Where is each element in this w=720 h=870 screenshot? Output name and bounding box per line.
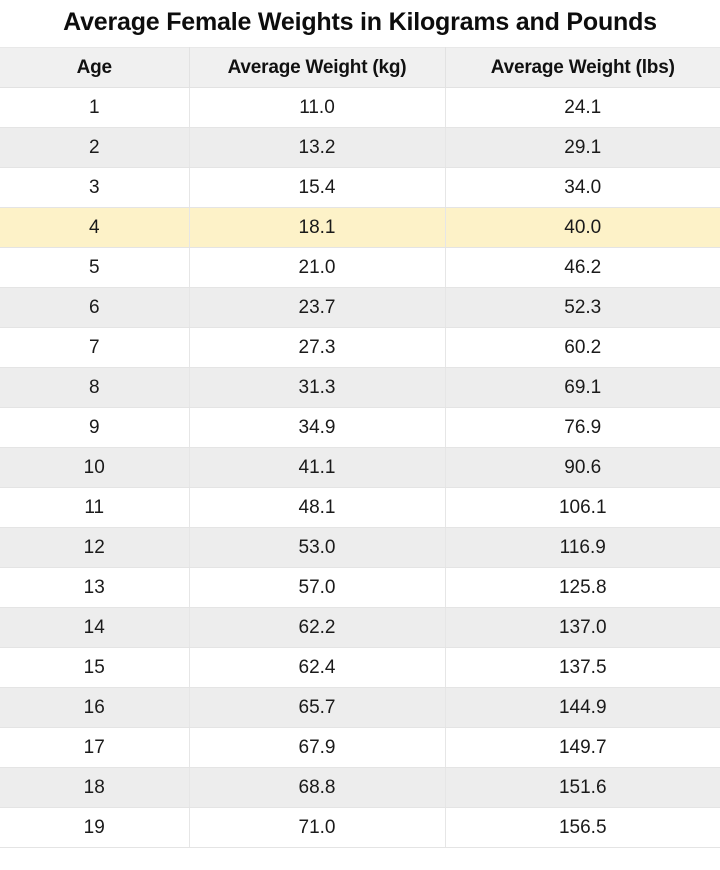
cell-age: 14 <box>0 607 190 648</box>
cell-weight-lbs: 40.0 <box>445 207 720 248</box>
cell-age: 12 <box>0 527 190 568</box>
cell-age: 13 <box>0 567 190 608</box>
table-body: 1 11.0 24.1 2 13.2 29.1 3 15.4 34.0 4 18.1 40.0 5 21.… <box>0 87 720 848</box>
cell-age: 11 <box>0 487 190 528</box>
table-row[interactable]: 9 34.9 76.9 <box>0 407 720 448</box>
table-row[interactable]: 1 11.0 24.1 <box>0 87 720 128</box>
table-row[interactable]: 5 21.0 46.2 <box>0 247 720 288</box>
cell-age: 16 <box>0 687 190 728</box>
cell-weight-kg: 27.3 <box>189 327 446 368</box>
cell-weight-lbs: 24.1 <box>445 87 720 128</box>
cell-age: 5 <box>0 247 190 288</box>
table-row[interactable]: 12 53.0 116.9 <box>0 527 720 568</box>
cell-age: 19 <box>0 807 190 848</box>
cell-weight-lbs: 144.9 <box>445 687 720 728</box>
cell-age: 8 <box>0 367 190 408</box>
cell-age: 7 <box>0 327 190 368</box>
table-header-row: Age Average Weight (kg) Average Weight (… <box>0 47 720 88</box>
cell-weight-kg: 67.9 <box>189 727 446 768</box>
table-row[interactable]: 10 41.1 90.6 <box>0 447 720 488</box>
cell-weight-kg: 65.7 <box>189 687 446 728</box>
cell-age: 9 <box>0 407 190 448</box>
cell-weight-lbs: 76.9 <box>445 407 720 448</box>
cell-age: 6 <box>0 287 190 328</box>
page-title: Average Female Weights in Kilograms and … <box>0 0 720 47</box>
table-row[interactable]: 3 15.4 34.0 <box>0 167 720 208</box>
cell-weight-kg: 71.0 <box>189 807 446 848</box>
cell-weight-lbs: 60.2 <box>445 327 720 368</box>
cell-weight-kg: 34.9 <box>189 407 446 448</box>
cell-age: 1 <box>0 87 190 128</box>
cell-age: 2 <box>0 127 190 168</box>
cell-weight-kg: 48.1 <box>189 487 446 528</box>
cell-weight-lbs: 156.5 <box>445 807 720 848</box>
cell-age: 3 <box>0 167 190 208</box>
cell-weight-kg: 11.0 <box>189 87 446 128</box>
cell-weight-kg: 15.4 <box>189 167 446 208</box>
cell-weight-kg: 68.8 <box>189 767 446 808</box>
cell-weight-kg: 13.2 <box>189 127 446 168</box>
column-header-weight-lbs[interactable]: Average Weight (lbs) <box>445 47 720 88</box>
cell-weight-kg: 53.0 <box>189 527 446 568</box>
table-row[interactable]: 6 23.7 52.3 <box>0 287 720 328</box>
cell-weight-lbs: 151.6 <box>445 767 720 808</box>
table-header: Age Average Weight (kg) Average Weight (… <box>0 47 720 88</box>
table-row[interactable]: 15 62.4 137.5 <box>0 647 720 688</box>
cell-weight-lbs: 52.3 <box>445 287 720 328</box>
female-weights-table: Age Average Weight (kg) Average Weight (… <box>0 47 720 848</box>
table-row[interactable]: 18 68.8 151.6 <box>0 767 720 808</box>
table-row[interactable]: 14 62.2 137.0 <box>0 607 720 648</box>
cell-weight-kg: 21.0 <box>189 247 446 288</box>
cell-age: 4 <box>0 207 190 248</box>
column-header-weight-kg[interactable]: Average Weight (kg) <box>189 47 446 88</box>
cell-weight-lbs: 29.1 <box>445 127 720 168</box>
table-row[interactable]: 19 71.0 156.5 <box>0 807 720 848</box>
cell-age: 15 <box>0 647 190 688</box>
cell-weight-kg: 57.0 <box>189 567 446 608</box>
cell-weight-lbs: 69.1 <box>445 367 720 408</box>
table-row[interactable]: 4 18.1 40.0 <box>0 207 720 248</box>
cell-weight-lbs: 46.2 <box>445 247 720 288</box>
cell-weight-lbs: 34.0 <box>445 167 720 208</box>
table-row[interactable]: 16 65.7 144.9 <box>0 687 720 728</box>
table-row[interactable]: 11 48.1 106.1 <box>0 487 720 528</box>
cell-weight-lbs: 116.9 <box>445 527 720 568</box>
cell-weight-lbs: 106.1 <box>445 487 720 528</box>
column-header-age[interactable]: Age <box>0 47 190 88</box>
cell-weight-kg: 41.1 <box>189 447 446 488</box>
table-row[interactable]: 13 57.0 125.8 <box>0 567 720 608</box>
cell-age: 10 <box>0 447 190 488</box>
table-row[interactable]: 17 67.9 149.7 <box>0 727 720 768</box>
cell-weight-kg: 18.1 <box>189 207 446 248</box>
cell-age: 18 <box>0 767 190 808</box>
cell-weight-lbs: 137.5 <box>445 647 720 688</box>
table-row[interactable]: 8 31.3 69.1 <box>0 367 720 408</box>
cell-weight-lbs: 149.7 <box>445 727 720 768</box>
cell-weight-lbs: 90.6 <box>445 447 720 488</box>
cell-weight-kg: 62.4 <box>189 647 446 688</box>
cell-weight-lbs: 125.8 <box>445 567 720 608</box>
cell-weight-kg: 62.2 <box>189 607 446 648</box>
cell-weight-lbs: 137.0 <box>445 607 720 648</box>
cell-weight-kg: 31.3 <box>189 367 446 408</box>
cell-age: 17 <box>0 727 190 768</box>
table-row[interactable]: 7 27.3 60.2 <box>0 327 720 368</box>
table-row[interactable]: 2 13.2 29.1 <box>0 127 720 168</box>
cell-weight-kg: 23.7 <box>189 287 446 328</box>
